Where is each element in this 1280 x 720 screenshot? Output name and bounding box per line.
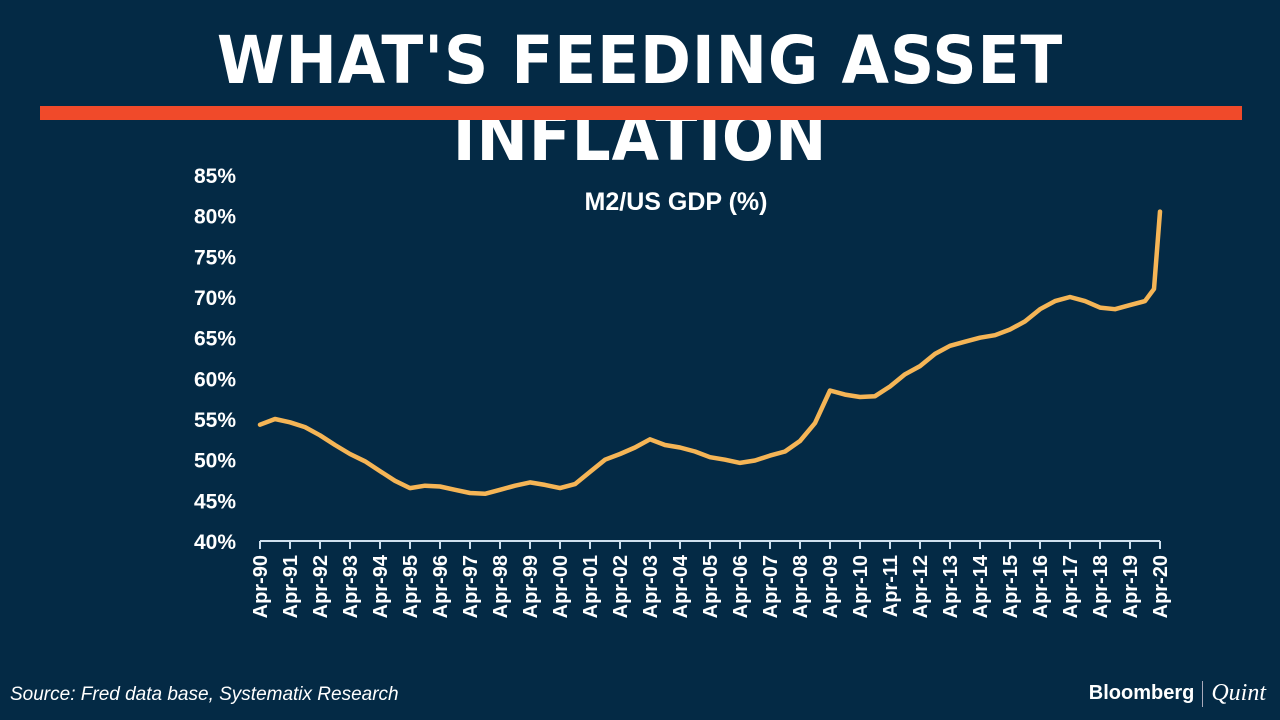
x-tick-label: Apr-92 — [310, 555, 332, 618]
y-tick-label: 50% — [194, 450, 236, 473]
source-note: Source: Fred data base, Systematix Resea… — [10, 684, 399, 705]
x-tick-label: Apr-04 — [670, 554, 692, 618]
y-tick-label: 60% — [194, 368, 236, 391]
x-tick-label: Apr-96 — [430, 555, 452, 618]
series-line-m2-gdp — [257, 209, 1163, 497]
y-tick-label: 65% — [194, 328, 236, 351]
x-tick-label: Apr-08 — [790, 555, 812, 618]
chart-title: M2/US GDP (%) — [585, 188, 768, 216]
y-tick-label: 55% — [194, 409, 236, 432]
y-tick-label: 40% — [194, 531, 236, 554]
y-tick-label: 70% — [194, 287, 236, 310]
x-tick-label: Apr-95 — [400, 555, 422, 618]
brand-logo: Bloomberg Quint — [1089, 680, 1266, 707]
logo-quint: Quint — [1211, 680, 1266, 706]
x-tick-label: Apr-99 — [520, 555, 542, 618]
x-tick-label: Apr-09 — [820, 555, 842, 618]
y-tick-label: 80% — [194, 206, 236, 229]
x-tick-label: Apr-93 — [340, 555, 362, 618]
x-tick-label: Apr-15 — [1000, 555, 1022, 618]
x-tick-label: Apr-20 — [1150, 555, 1172, 618]
y-tick-label: 45% — [194, 490, 236, 513]
x-tick-label: Apr-91 — [280, 555, 302, 618]
x-tick-label: Apr-19 — [1120, 555, 1142, 618]
x-tick-label: Apr-94 — [370, 554, 392, 618]
x-tick-label: Apr-00 — [550, 555, 572, 618]
x-tick-label: Apr-90 — [250, 555, 272, 618]
x-tick-label: Apr-12 — [910, 555, 932, 618]
logo-bloomberg: Bloomberg — [1088, 682, 1195, 704]
x-tick-label: Apr-01 — [580, 555, 602, 618]
x-tick-label: Apr-14 — [970, 554, 992, 618]
x-tick-label: Apr-17 — [1060, 555, 1082, 618]
y-tick-label: 75% — [194, 246, 236, 269]
line-chart: M2/US GDP (%) 85% 80% 75% 70% 65% 60% 55% 50% 45… — [194, 165, 1172, 618]
y-tick-label: 85% — [194, 165, 236, 188]
x-tick-label: Apr-98 — [490, 555, 512, 618]
x-tick-label: Apr-07 — [760, 555, 782, 618]
x-tick-label: Apr-97 — [460, 555, 482, 618]
x-tick-label: Apr-13 — [940, 555, 962, 618]
x-tick-label: Apr-18 — [1090, 555, 1112, 618]
x-tick-label: Apr-03 — [640, 555, 662, 618]
title-underline-bar — [40, 106, 1242, 120]
x-tick-label: Apr-05 — [700, 555, 722, 618]
x-tick-label: Apr-02 — [610, 555, 632, 618]
x-tick-label: Apr-10 — [850, 555, 872, 618]
x-tick-label: Apr-11 — [880, 555, 902, 617]
x-tick-label: Apr-06 — [730, 555, 752, 618]
x-tick-label: Apr-16 — [1030, 555, 1052, 618]
logo-divider — [1202, 680, 1204, 707]
